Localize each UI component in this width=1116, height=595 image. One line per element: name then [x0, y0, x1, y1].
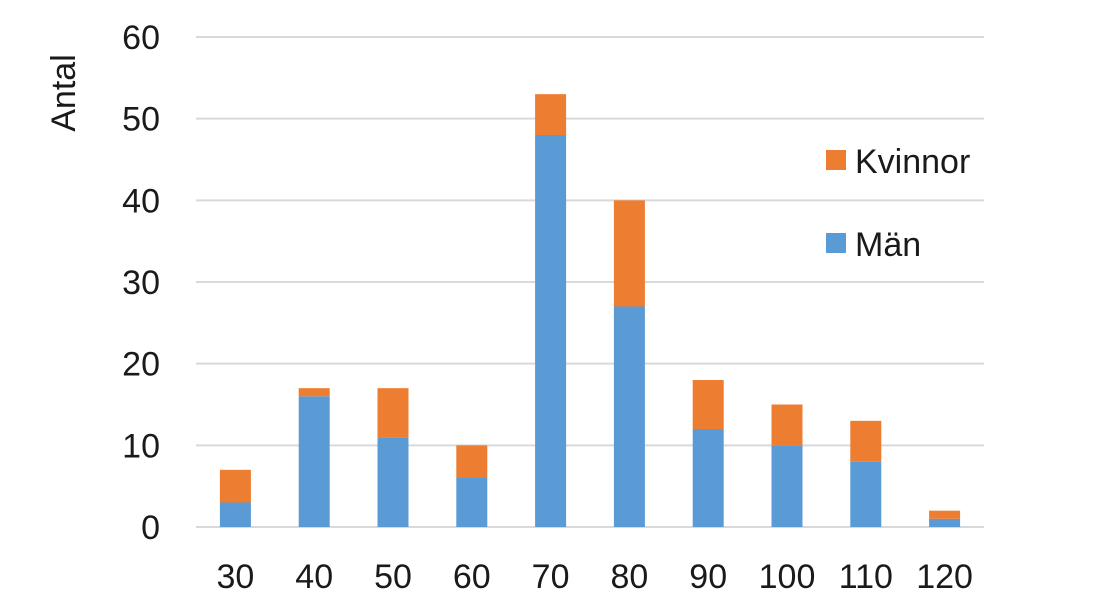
legend-swatch-man	[826, 233, 846, 253]
bar-kvinnor-90	[692, 380, 724, 429]
y-tick-label: 30	[122, 264, 160, 302]
bar-man-40	[298, 396, 330, 527]
legend-swatch-kvinnor	[826, 150, 846, 170]
legend-label-kvinnor: Kvinnor	[855, 143, 970, 181]
bar-kvinnor-70	[535, 94, 567, 135]
x-tick-label: 70	[532, 558, 570, 595]
bar-kvinnor-60	[456, 445, 488, 478]
bar-kvinnor-40	[298, 388, 330, 397]
x-tick-label: 120	[916, 558, 973, 595]
x-tick-label: 90	[689, 558, 727, 595]
bar-man-70	[535, 135, 567, 527]
bar-man-60	[456, 478, 488, 527]
bar-kvinnor-120	[929, 510, 961, 519]
y-tick-label: 10	[122, 427, 160, 465]
bar-kvinnor-80	[613, 200, 645, 307]
legend: Kvinnor Män	[826, 143, 970, 264]
bar-kvinnor-110	[850, 420, 882, 462]
bar-man-110	[850, 461, 882, 527]
x-tick-label: 50	[374, 558, 412, 595]
y-tick-label: 20	[122, 346, 160, 384]
x-tick-label: 80	[610, 558, 648, 595]
y-tick-label: 40	[122, 182, 160, 220]
x-axis-ticks: 30 40 50 60 70 80 90 100 110 120	[216, 558, 972, 595]
x-tick-label: 40	[295, 558, 333, 595]
legend-label-man: Män	[855, 226, 921, 264]
bars	[219, 94, 961, 527]
x-tick-label: 100	[759, 558, 816, 595]
bar-kvinnor-50	[377, 388, 409, 438]
bar-man-50	[377, 437, 409, 527]
y-axis-ticks: 0 10 20 30 40 50 60	[122, 19, 160, 547]
x-tick-label: 110	[839, 558, 893, 595]
bar-man-30	[219, 502, 251, 527]
x-tick-label: 30	[216, 558, 254, 595]
y-tick-label: 60	[122, 19, 160, 57]
bar-man-80	[613, 306, 645, 527]
bar-man-90	[692, 429, 724, 527]
x-tick-label: 60	[453, 558, 491, 595]
y-tick-label: 50	[122, 101, 160, 139]
bar-kvinnor-30	[219, 469, 251, 503]
bar-man-120	[929, 518, 961, 527]
y-axis-title: Antal	[45, 54, 83, 132]
y-tick-label: 0	[141, 509, 160, 547]
bar-kvinnor-100	[771, 404, 803, 446]
bar-man-100	[771, 445, 803, 527]
